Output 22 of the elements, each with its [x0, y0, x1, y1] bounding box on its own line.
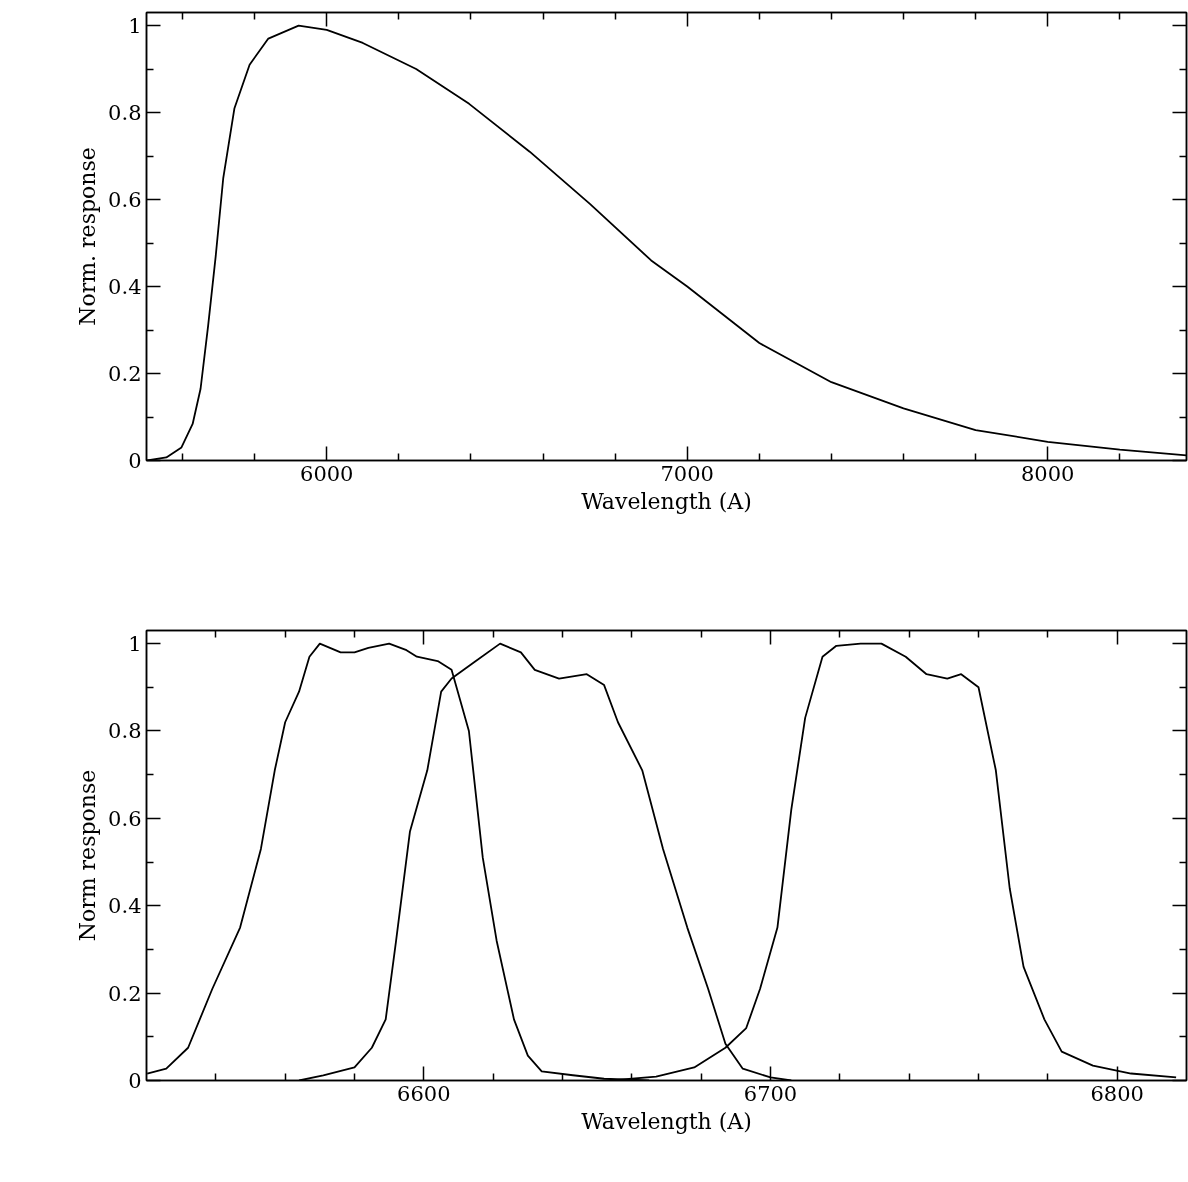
- y-tick-label: 0.2: [108, 362, 142, 387]
- y-tick-label: 0.6: [108, 806, 142, 831]
- x-tick-label: 6600: [397, 1081, 451, 1106]
- y-tick-label: 1: [128, 632, 142, 657]
- y-tick-label: 0.6: [108, 188, 142, 213]
- y-tick-label: 0: [128, 449, 142, 473]
- y-axis-title: Norm response: [75, 769, 101, 942]
- x-tick-label: 6700: [743, 1081, 798, 1106]
- y-tick-label: 1: [128, 14, 142, 39]
- x-tick-label: 7000: [660, 461, 714, 486]
- x-tick-label: 6800: [1090, 1081, 1144, 1106]
- y-tick-label: 0.4: [108, 275, 142, 300]
- y-tick-label: 0.2: [108, 981, 142, 1006]
- x-tick-label: 8000: [1020, 461, 1075, 486]
- x-axis-title: Wavelength (A): [581, 488, 752, 514]
- y-tick-label: 0: [128, 1069, 142, 1093]
- x-axis-title: Wavelength (A): [581, 1108, 752, 1134]
- y-tick-label: 0.8: [108, 101, 142, 126]
- y-tick-label: 0.4: [108, 894, 142, 919]
- x-tick-label: 6000: [300, 461, 354, 486]
- y-tick-label: 0.8: [108, 719, 142, 744]
- y-axis-title: Norm. response: [75, 147, 101, 326]
